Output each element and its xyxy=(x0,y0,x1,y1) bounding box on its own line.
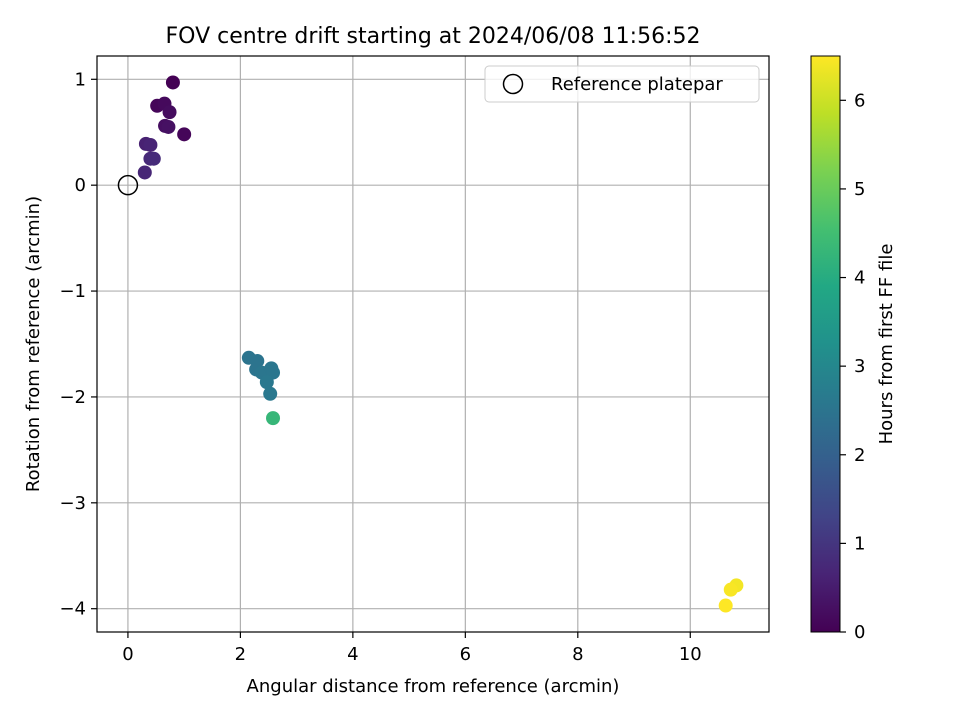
data-point xyxy=(143,137,158,152)
colorbar xyxy=(810,55,841,633)
data-point xyxy=(263,386,278,401)
y-tick-label: 1 xyxy=(75,69,86,90)
data-point xyxy=(137,165,152,180)
data-point xyxy=(266,411,281,426)
data-point xyxy=(146,151,161,166)
colorbar-tick-label: 5 xyxy=(854,179,865,200)
data-point xyxy=(162,105,177,120)
plot-frame xyxy=(96,55,770,633)
colorbar-tick-label: 3 xyxy=(854,356,865,377)
reference-platepar-marker xyxy=(117,174,139,196)
legend-box xyxy=(484,65,760,103)
data-point xyxy=(723,582,738,597)
x-tick-label: 4 xyxy=(347,644,358,665)
data-point xyxy=(259,375,274,390)
x-axis-ticks: 0 2 4 6 8 10 xyxy=(122,632,702,665)
y-tick-label: 0 xyxy=(75,175,86,196)
colorbar-label: Hours from first FF file xyxy=(876,244,897,445)
colorbar-tick-label: 6 xyxy=(854,90,865,111)
y-axis-ticks: 1 0 −1 −2 −3 −4 xyxy=(59,69,97,620)
x-tick-label: 6 xyxy=(460,644,471,665)
colorbar-tick-label: 1 xyxy=(854,533,865,554)
y-tick-label: −3 xyxy=(59,493,86,514)
data-point xyxy=(165,75,180,90)
colorbar-tick-label: 2 xyxy=(854,445,865,466)
colorbar-tick-label: 4 xyxy=(854,268,865,289)
legend-label: Reference platepar xyxy=(551,74,723,95)
chart-title: FOV centre drift starting at 2024/06/08 … xyxy=(166,24,701,49)
data-point xyxy=(177,127,192,142)
y-tick-label: −2 xyxy=(59,387,86,408)
colorbar-tick-label: 0 xyxy=(854,622,865,643)
x-tick-label: 2 xyxy=(235,644,246,665)
y-axis-label: Rotation from reference (arcmin) xyxy=(23,196,44,492)
x-tick-label: 8 xyxy=(572,644,583,665)
data-points xyxy=(117,75,744,613)
data-point xyxy=(161,119,176,134)
legend-marker xyxy=(502,73,524,95)
y-tick-label: −4 xyxy=(59,599,86,620)
data-point xyxy=(718,598,733,613)
grid-lines xyxy=(97,56,769,632)
y-tick-label: −1 xyxy=(59,281,86,302)
x-tick-label: 10 xyxy=(679,644,702,665)
legend: Reference platepar xyxy=(484,65,760,103)
x-axis-label: Angular distance from reference (arcmin) xyxy=(247,676,620,697)
x-tick-label: 0 xyxy=(122,644,133,665)
colorbar-ticks: 0 1 2 3 4 5 6 xyxy=(840,90,865,643)
